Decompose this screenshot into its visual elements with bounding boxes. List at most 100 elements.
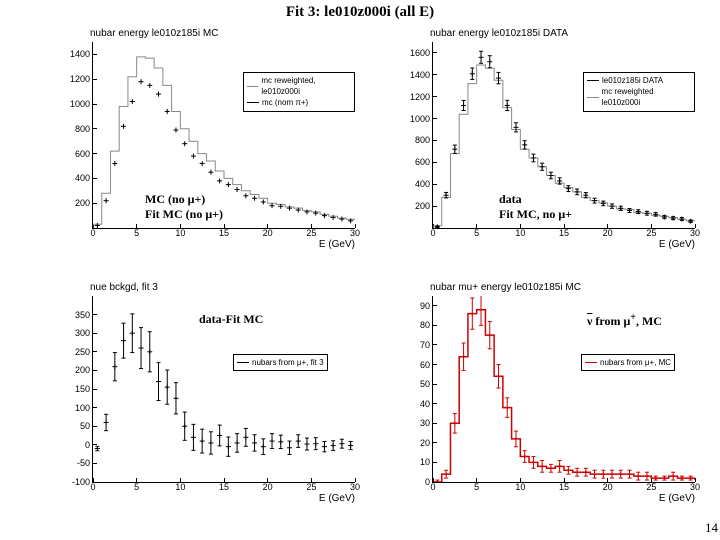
page-title: Fit 3: le010z000i (all E)	[0, 4, 720, 21]
legend-label: mc (nom π+)	[262, 97, 308, 108]
ytick: 40	[405, 399, 430, 409]
ytick: 0	[65, 440, 90, 450]
xtick: 20	[603, 228, 613, 238]
ytick: 800	[405, 135, 430, 145]
ytick: 350	[65, 310, 90, 320]
xtick: 30	[690, 482, 700, 492]
ytick: 50	[405, 379, 430, 389]
legend-swatch	[237, 362, 249, 363]
chart-svg	[93, 42, 355, 228]
xtick: 5	[134, 228, 139, 238]
legend-label: mc reweighted le010z000i	[602, 86, 691, 108]
ytick: 300	[65, 328, 90, 338]
ytick: 200	[65, 198, 90, 208]
ytick: 400	[405, 179, 430, 189]
ytick: 200	[65, 365, 90, 375]
ytick: 150	[65, 384, 90, 394]
ytick: 80	[405, 320, 430, 330]
xtick: 0	[90, 482, 95, 492]
ytick: 600	[65, 149, 90, 159]
ytick: 90	[405, 301, 430, 311]
ytick: 10	[405, 457, 430, 467]
ytick: 100	[65, 403, 90, 413]
plot-area: 051015202530200400600800100012001400E (G…	[92, 42, 355, 229]
xtick: 10	[175, 228, 185, 238]
xtick: 30	[350, 482, 360, 492]
xtick: 0	[430, 482, 435, 492]
legend-label: le010z185i DATA	[602, 75, 663, 86]
xtick: 15	[559, 228, 569, 238]
panel-top-right: nubar energy le010z185i DATA051015202530…	[392, 28, 702, 258]
panel-top-left: nubar energy le010z185i MC05101520253020…	[52, 28, 362, 258]
panel-title: nubar energy le010z185i DATA	[430, 28, 568, 39]
legend-swatch	[587, 80, 599, 81]
ytick: 400	[65, 173, 90, 183]
annotation: data-Fit MC	[199, 312, 263, 327]
ytick: 800	[65, 124, 90, 134]
ytick: 1200	[65, 74, 90, 84]
page-number: 14	[705, 520, 718, 536]
xtick: 30	[690, 228, 700, 238]
legend-swatch	[585, 362, 597, 363]
plot-area: 0510152025302004006008001000120014001600…	[432, 42, 695, 229]
xtick: 25	[646, 482, 656, 492]
ytick: 1000	[405, 114, 430, 124]
legend-label: nubars from μ+, fit 3	[252, 357, 324, 368]
ytick: 600	[405, 157, 430, 167]
ytick: 1400	[405, 70, 430, 80]
xtick: 25	[306, 228, 316, 238]
legend-swatch	[587, 97, 599, 98]
xtick: 10	[515, 228, 525, 238]
legend: le010z185i DATAmc reweighted le010z000i	[583, 72, 695, 112]
panel-title: nubar energy le010z185i MC	[90, 28, 218, 39]
xtick: 15	[219, 482, 229, 492]
xtick: 20	[263, 228, 273, 238]
panel-title: nubar mu+ energy le010z185i MC	[430, 282, 581, 293]
ytick: 60	[405, 360, 430, 370]
ytick: 0	[405, 477, 430, 487]
x-axis-label: E (GeV)	[659, 493, 695, 504]
xtick: 20	[263, 482, 273, 492]
ytick: -50	[65, 458, 90, 468]
xtick: 10	[515, 482, 525, 492]
plot-area: 0510152025300102030405060708090E (GeV)nu…	[432, 296, 695, 483]
xtick: 25	[306, 482, 316, 492]
legend: nubars from μ+, MC	[581, 354, 675, 371]
legend-label: mc reweighted, le010z000i	[261, 75, 351, 97]
ytick: 1200	[405, 92, 430, 102]
annotation: dataFit MC, no μ+	[499, 192, 572, 222]
legend-swatch	[247, 102, 259, 103]
ytick: 1600	[405, 48, 430, 58]
xtick: 10	[175, 482, 185, 492]
xtick: 15	[219, 228, 229, 238]
annotation: MC (no μ+)Fit MC (no μ+)	[145, 192, 223, 222]
panel-bottom-right: nubar mu+ energy le010z185i MC0510152025…	[392, 282, 702, 512]
plot-area: 051015202530-100-50050100150200250300350…	[92, 296, 355, 483]
xtick: 25	[646, 228, 656, 238]
x-axis-label: E (GeV)	[319, 493, 355, 504]
ytick: 1400	[65, 49, 90, 59]
ytick: 200	[405, 201, 430, 211]
legend-label: nubars from μ+, MC	[600, 357, 671, 368]
x-axis-label: E (GeV)	[319, 239, 355, 250]
x-axis-label: E (GeV)	[659, 239, 695, 250]
xtick: 5	[134, 482, 139, 492]
ytick: 70	[405, 340, 430, 350]
ytick: -100	[65, 477, 90, 487]
xtick: 30	[350, 228, 360, 238]
xtick: 5	[474, 228, 479, 238]
ytick: 20	[405, 438, 430, 448]
xtick: 5	[474, 482, 479, 492]
xtick: 15	[559, 482, 569, 492]
legend: mc reweighted, le010z000imc (nom π+)	[243, 72, 355, 112]
ytick: 1000	[65, 99, 90, 109]
panel-title: nue bckgd, fit 3	[90, 282, 158, 293]
ytick: 30	[405, 418, 430, 428]
annotation: ν from μ+, MC	[587, 312, 662, 329]
legend: nubars from μ+, fit 3	[233, 354, 328, 371]
xtick: 0	[430, 228, 435, 238]
ytick: 50	[65, 421, 90, 431]
panel-bottom-left: nue bckgd, fit 3051015202530-100-5005010…	[52, 282, 362, 512]
legend-swatch	[247, 86, 258, 87]
xtick: 0	[90, 228, 95, 238]
